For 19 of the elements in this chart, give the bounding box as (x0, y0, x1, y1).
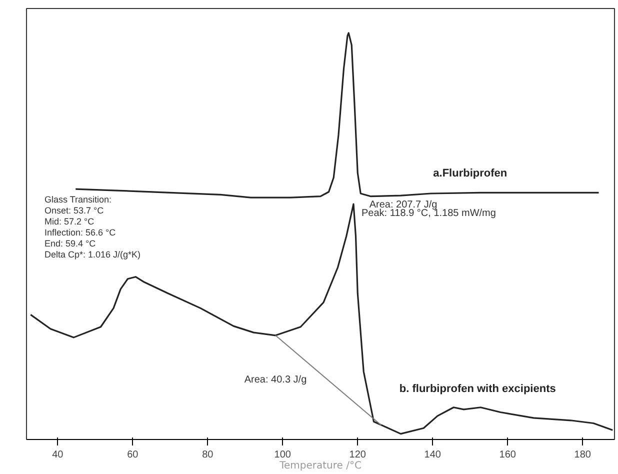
annotation: Mid: 57.2 °C (44, 216, 95, 226)
x-tick-label: 100 (274, 450, 292, 460)
annotation: Glass Transition: (44, 194, 112, 204)
x-tick-label: 180 (574, 450, 592, 460)
x-axis-title: Temperature /°C (278, 460, 362, 472)
annotation: Onset: 53.7 °C (44, 206, 104, 216)
x-tick-label: 80 (202, 450, 214, 460)
series-label: b. flurbiprofen with excipients (399, 382, 556, 395)
annotation: Delta Cp*: 1.016 J/(g*K) (44, 250, 141, 260)
annotation: Inflection: 56.6 °C (44, 228, 116, 238)
annotation: Area: 40.3 J/g (244, 374, 307, 386)
x-tick-label: 160 (499, 450, 516, 460)
annotation: Peak: 118.9 °C, 1.185 mW/mg (362, 208, 496, 220)
x-tick-label: 40 (52, 450, 64, 460)
x-tick-label: 140 (424, 450, 442, 460)
x-tick-label: 120 (349, 450, 366, 460)
series-label: a.Flurbiprofen (433, 167, 508, 180)
annotation: End: 59.4 °C (44, 238, 96, 248)
x-tick-label: 60 (127, 450, 139, 460)
